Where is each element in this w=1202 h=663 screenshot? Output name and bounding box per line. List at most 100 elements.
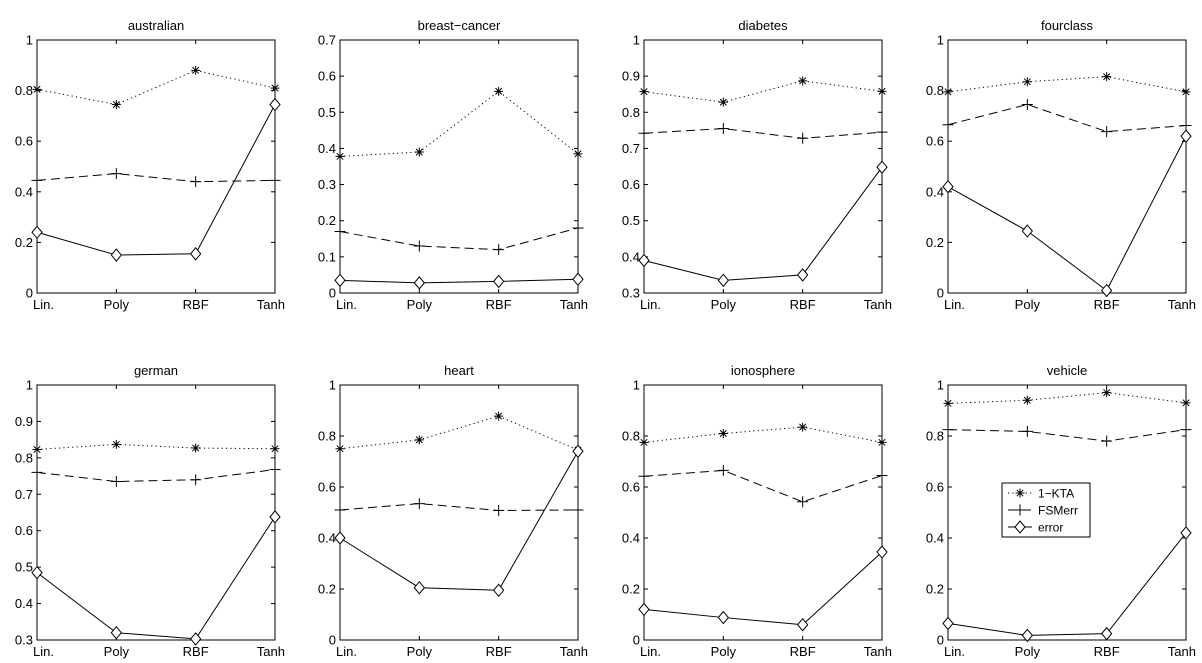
data-point-fsm xyxy=(110,168,122,180)
plot-frame xyxy=(643,384,883,641)
data-point-fsm xyxy=(31,174,43,186)
data-point-fsm xyxy=(717,464,729,476)
data-point-kta xyxy=(32,84,42,94)
y-tick-label: 1 xyxy=(937,33,944,48)
series-line-kta xyxy=(339,415,579,451)
data-point-kta xyxy=(573,149,583,159)
series-line-kta xyxy=(36,443,276,450)
y-tick-label: 0 xyxy=(937,286,944,301)
legend-marker-kta xyxy=(1015,488,1025,498)
data-point-kta xyxy=(1181,398,1191,408)
y-tick-label: 0.8 xyxy=(926,429,944,444)
series-line-err xyxy=(947,532,1187,636)
data-point-err xyxy=(1021,628,1033,643)
y-tick-label: 0.3 xyxy=(622,286,640,301)
data-point-err xyxy=(334,273,346,288)
y-tick-label: 0.6 xyxy=(15,134,33,149)
data-point-fsm xyxy=(572,222,584,234)
y-tick-label: 0.5 xyxy=(622,213,640,228)
y-tick-label: 0.3 xyxy=(15,633,33,648)
data-point-kta xyxy=(270,444,280,454)
data-point-kta xyxy=(335,151,345,161)
data-point-kta xyxy=(494,86,504,96)
data-point-kta xyxy=(494,411,504,421)
data-point-err xyxy=(1180,129,1192,143)
data-point-err xyxy=(31,565,43,580)
data-point-err xyxy=(334,531,346,545)
legend: 1−KTA FSMerr error xyxy=(1001,482,1091,538)
data-point-kta xyxy=(639,87,649,97)
x-tick-label: Tanh xyxy=(1168,644,1196,659)
y-tick-label: 0.8 xyxy=(15,83,33,98)
series-line-fsm xyxy=(643,469,883,503)
x-tick-label: Lin. xyxy=(944,297,965,312)
y-tick-label: 0.4 xyxy=(622,531,640,546)
data-point-fsm xyxy=(1021,425,1033,437)
y-tick-label: 0.9 xyxy=(15,414,33,429)
chart-panel-3: diabetes 0.3 0.4 0.5 0.6 0.7 0.8 0.9 1 Lin. Poly RB… xyxy=(622,18,892,312)
x-tick-label: Tanh xyxy=(257,297,285,312)
data-point-err xyxy=(1180,526,1192,540)
data-point-err xyxy=(1101,283,1113,298)
data-point-kta xyxy=(414,147,424,157)
series-line-kta xyxy=(36,69,276,106)
data-point-fsm xyxy=(334,504,346,516)
series-line-fsm xyxy=(36,469,276,483)
legend-marker-err xyxy=(1014,520,1026,534)
data-point-kta xyxy=(943,87,953,97)
data-point-kta xyxy=(877,86,887,96)
chart-title: fourclass xyxy=(1041,18,1094,33)
series-line-fsm xyxy=(36,173,276,183)
y-tick-label: 0.6 xyxy=(622,177,640,192)
series-line-err xyxy=(36,104,276,256)
chart-title: diabetes xyxy=(738,18,788,33)
data-point-kta xyxy=(798,422,808,432)
plot-frame xyxy=(36,384,276,641)
data-point-fsm xyxy=(1180,424,1192,436)
chart-title: australian xyxy=(128,18,184,33)
series-line-err xyxy=(339,278,579,284)
data-point-fsm xyxy=(942,424,954,436)
legend-label: 1−KTA xyxy=(1038,487,1074,501)
series-line-kta xyxy=(947,392,1187,404)
data-point-fsm xyxy=(876,470,888,482)
data-point-err xyxy=(797,617,809,632)
data-point-fsm xyxy=(334,226,346,238)
y-tick-label: 0.8 xyxy=(622,429,640,444)
data-point-kta xyxy=(191,443,201,453)
y-tick-label: 0.6 xyxy=(926,480,944,495)
x-tick-label: Lin. xyxy=(33,644,54,659)
data-point-kta xyxy=(1102,388,1112,398)
data-point-fsm xyxy=(638,470,650,482)
series-line-fsm xyxy=(947,103,1187,133)
chart-panel-6: heart 0 0.2 0.4 0.6 0.8 1 Lin. Poly RBF Tanh xyxy=(318,363,588,659)
chart-title: vehicle xyxy=(1047,363,1087,378)
y-tick-label: 1 xyxy=(937,378,944,393)
data-point-kta xyxy=(111,100,121,110)
chart-panel-2: breast−cancer 0 0.1 0.2 0.3 0.4 0.5 0.6 0.7 Lin. P… xyxy=(318,18,588,312)
y-tick-label: 1 xyxy=(329,378,336,393)
y-tick-label: 0.2 xyxy=(318,582,336,597)
x-tick-label: RBF xyxy=(790,297,816,312)
y-tick-label: 0.7 xyxy=(622,141,640,156)
y-tick-label: 0.4 xyxy=(15,184,33,199)
y-tick-label: 0.8 xyxy=(15,450,33,465)
data-point-kta xyxy=(718,428,728,438)
series-line-fsm xyxy=(339,503,579,511)
x-tick-label: Tanh xyxy=(864,644,892,659)
data-point-fsm xyxy=(797,496,809,508)
y-tick-label: 0.8 xyxy=(318,429,336,444)
x-tick-label: Poly xyxy=(1015,644,1041,659)
x-tick-label: Lin. xyxy=(640,297,661,312)
data-point-err xyxy=(413,276,425,290)
y-tick-label: 1 xyxy=(633,378,640,393)
series-line-err xyxy=(947,135,1187,292)
series-line-err xyxy=(643,166,883,281)
x-tick-label: Poly xyxy=(104,297,130,312)
x-tick-label: Lin. xyxy=(33,297,54,312)
plot-frame xyxy=(339,384,579,641)
data-point-fsm xyxy=(1101,126,1113,138)
series-line-fsm xyxy=(643,128,883,139)
data-point-kta xyxy=(414,435,424,445)
